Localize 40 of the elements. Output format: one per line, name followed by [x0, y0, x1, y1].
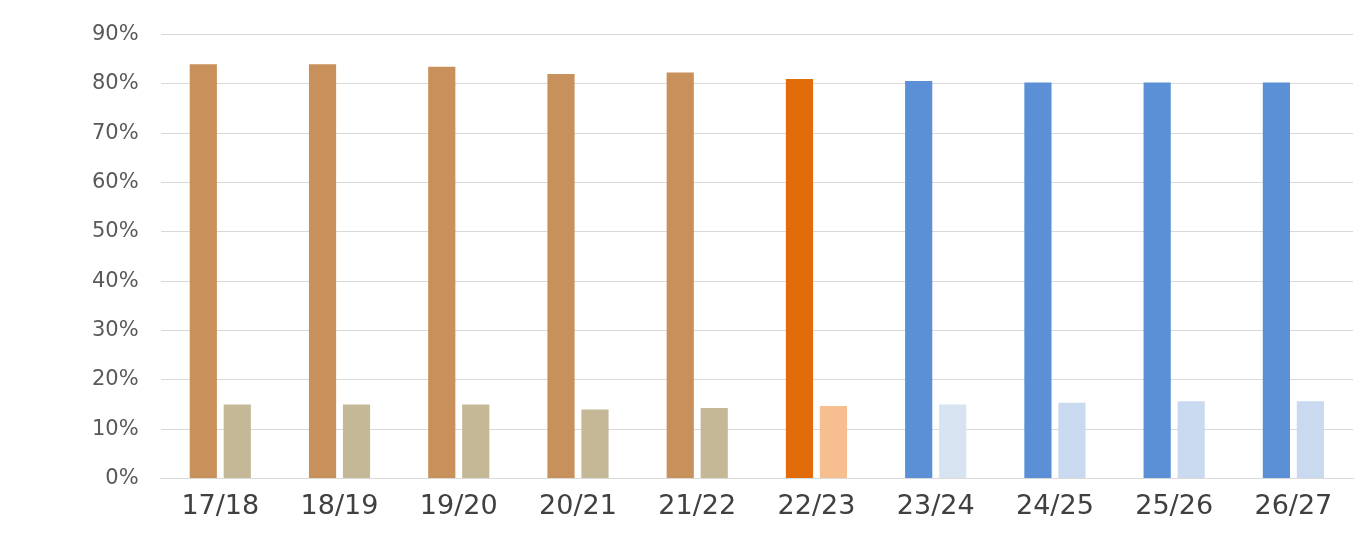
bar [428, 66, 456, 479]
bar [189, 64, 217, 479]
y-tick-label: 30% [91, 317, 139, 342]
bar [1177, 401, 1205, 479]
bar [819, 406, 848, 479]
y-tick-label: 90% [91, 21, 139, 46]
bar [581, 409, 609, 479]
bar [462, 404, 490, 479]
y-tick-label: 70% [91, 119, 139, 144]
y-tick-label: 40% [91, 267, 139, 292]
bar [308, 64, 337, 479]
y-tick-label: 50% [91, 218, 139, 243]
bar [666, 72, 694, 479]
bar [1143, 82, 1171, 479]
y-tick-label: 0% [105, 465, 139, 490]
y-tick-label: 80% [91, 70, 139, 95]
x-tick-label: 18/19 [300, 488, 379, 520]
bar [939, 404, 967, 479]
bar [342, 404, 371, 479]
bar [1024, 82, 1052, 479]
bar [1296, 401, 1324, 479]
x-tick-label: 25/26 [1135, 488, 1214, 520]
x-tick-label: 17/18 [181, 488, 260, 520]
bar [223, 404, 251, 479]
y-tick-label: 10% [91, 415, 139, 440]
bar [905, 80, 933, 479]
bar [547, 74, 575, 479]
x-tick-label: 20/21 [539, 488, 617, 520]
x-tick-label: 19/20 [419, 488, 498, 520]
y-tick-label: 60% [91, 169, 139, 194]
x-tick-label: 23/24 [896, 488, 975, 520]
x-tick-label: 24/25 [1016, 488, 1094, 520]
bar [700, 408, 728, 479]
x-tick-label: 22/23 [777, 488, 856, 520]
bar [1058, 402, 1086, 479]
x-tick-label: 26/27 [1254, 488, 1333, 520]
x-tick-label: 21/22 [658, 488, 737, 520]
bar [785, 79, 814, 479]
y-tick-label: 20% [91, 366, 139, 391]
bar [1262, 82, 1290, 479]
